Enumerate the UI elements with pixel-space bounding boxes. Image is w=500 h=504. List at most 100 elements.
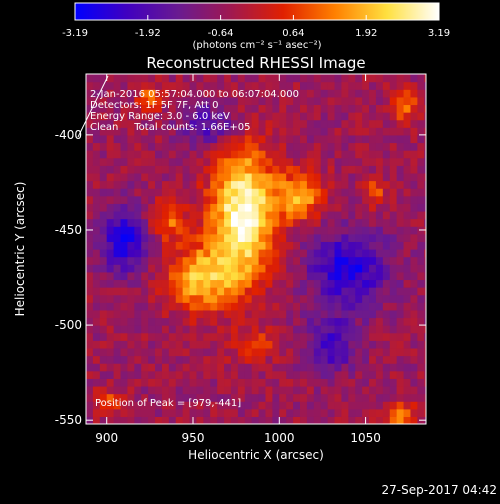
heatmap-cell bbox=[355, 74, 363, 83]
heatmap-cell bbox=[320, 271, 329, 281]
heatmap-cell bbox=[217, 89, 225, 98]
heatmap-cell bbox=[300, 188, 308, 197]
heatmap-cell bbox=[203, 226, 211, 235]
heatmap-cell bbox=[244, 332, 253, 341]
heatmap-cell bbox=[161, 378, 170, 387]
heatmap-cell bbox=[92, 302, 101, 311]
heatmap-cell bbox=[168, 325, 177, 334]
heatmap-cell bbox=[293, 218, 301, 227]
heatmap-cell bbox=[155, 294, 163, 303]
heatmap-cell bbox=[244, 271, 253, 281]
heatmap-cell bbox=[161, 294, 170, 303]
heatmap-cell bbox=[348, 325, 356, 334]
heatmap-cell bbox=[279, 393, 287, 402]
heatmap-cell bbox=[251, 408, 260, 417]
heatmap-cell bbox=[334, 249, 343, 258]
heatmap-cell bbox=[113, 340, 122, 349]
heatmap-cell bbox=[203, 302, 211, 311]
heatmap-cell bbox=[127, 134, 135, 144]
heatmap-cell bbox=[99, 385, 108, 395]
heatmap-cell bbox=[265, 294, 273, 303]
heatmap-cell bbox=[189, 355, 198, 364]
heatmap-cell bbox=[306, 416, 315, 424]
heatmap-cell bbox=[410, 233, 418, 242]
heatmap-cell bbox=[293, 393, 301, 402]
heatmap-cell bbox=[286, 249, 294, 258]
heatmap-cell bbox=[134, 89, 142, 98]
heatmap-cell bbox=[175, 271, 184, 281]
heatmap-cell bbox=[293, 287, 301, 296]
heatmap-cell bbox=[224, 127, 232, 136]
heatmap-cell bbox=[237, 150, 246, 159]
heatmap-cell bbox=[258, 370, 267, 379]
heatmap-cell bbox=[113, 385, 122, 395]
heatmap-cell bbox=[113, 188, 122, 197]
heatmap-cell bbox=[369, 294, 377, 303]
heatmap-cell bbox=[92, 279, 101, 288]
heatmap-cell bbox=[334, 340, 343, 349]
heatmap-cell bbox=[244, 294, 253, 303]
heatmap-cell bbox=[141, 127, 149, 136]
heatmap-cell bbox=[134, 393, 142, 402]
heatmap-cell bbox=[424, 370, 426, 379]
heatmap-cell bbox=[134, 142, 142, 151]
heatmap-cell bbox=[313, 393, 322, 402]
heatmap-cell bbox=[258, 203, 267, 212]
heatmap-cell bbox=[375, 309, 384, 319]
heatmap-cell bbox=[306, 363, 315, 372]
heatmap-cell bbox=[224, 150, 232, 159]
heatmap-cell bbox=[134, 210, 142, 220]
heatmap-cell bbox=[224, 393, 232, 402]
heatmap-cell bbox=[106, 203, 115, 212]
heatmap-cell bbox=[375, 74, 384, 83]
heatmap-cell bbox=[341, 150, 349, 159]
heatmap-cell bbox=[196, 112, 204, 121]
heatmap-cell bbox=[155, 332, 163, 341]
heatmap-cell bbox=[306, 165, 315, 174]
heatmap-cell bbox=[182, 256, 191, 265]
heatmap-cell bbox=[362, 302, 370, 311]
heatmap-cell bbox=[210, 165, 218, 174]
heatmap-cell bbox=[120, 195, 129, 204]
heatmap-cell bbox=[300, 279, 308, 288]
heatmap-cell bbox=[334, 416, 343, 424]
heatmap-cell bbox=[369, 302, 377, 311]
heatmap-cell bbox=[334, 347, 343, 357]
heatmap-cell bbox=[320, 309, 329, 319]
heatmap-cell bbox=[196, 203, 204, 212]
heatmap-cell bbox=[203, 325, 211, 334]
heatmap-cell bbox=[293, 370, 301, 379]
heatmap-cell bbox=[286, 279, 294, 288]
heatmap-cell bbox=[313, 256, 322, 265]
heatmap-cell bbox=[293, 309, 301, 319]
heatmap-cell bbox=[327, 119, 336, 128]
heatmap-cell bbox=[217, 195, 225, 204]
heatmap-cell bbox=[251, 385, 260, 395]
heatmap-cell bbox=[334, 165, 343, 174]
heatmap-cell bbox=[113, 180, 122, 189]
heatmap-cell bbox=[189, 89, 198, 98]
heatmap-cell bbox=[293, 294, 301, 303]
heatmap-cell bbox=[396, 157, 405, 166]
heatmap-cell bbox=[369, 172, 377, 182]
heatmap-cell bbox=[313, 119, 322, 128]
heatmap-cell bbox=[244, 127, 253, 136]
heatmap-cell bbox=[279, 370, 287, 379]
heatmap-cell bbox=[155, 279, 163, 288]
heatmap-cell bbox=[279, 119, 287, 128]
heatmap-cell bbox=[148, 218, 156, 227]
heatmap-cell bbox=[348, 408, 356, 417]
heatmap-cell bbox=[320, 279, 329, 288]
heatmap-cell bbox=[230, 325, 239, 334]
heatmap-cell bbox=[313, 385, 322, 395]
heatmap-cell bbox=[348, 355, 356, 364]
heatmap-cell bbox=[120, 203, 129, 212]
heatmap-cell bbox=[327, 408, 336, 417]
heatmap-cell bbox=[265, 370, 273, 379]
heatmap-cell bbox=[417, 104, 425, 113]
heatmap-cell bbox=[300, 401, 308, 410]
heatmap-cell bbox=[230, 134, 239, 144]
heatmap-cell bbox=[217, 188, 225, 197]
heatmap-cell bbox=[168, 233, 177, 242]
heatmap-cell bbox=[382, 363, 391, 372]
